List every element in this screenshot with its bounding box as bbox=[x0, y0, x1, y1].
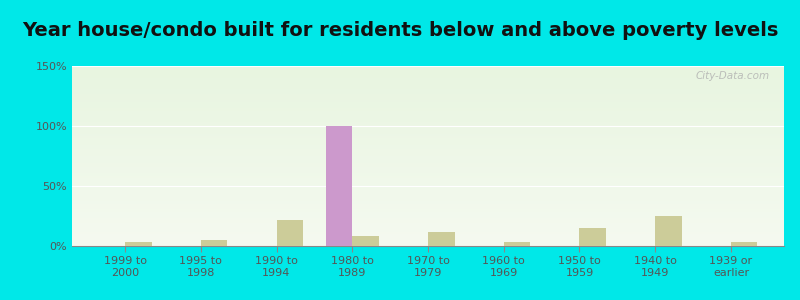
Bar bbox=[731, 242, 758, 246]
Bar bbox=[428, 232, 454, 246]
Bar bbox=[579, 228, 606, 246]
Bar bbox=[352, 236, 378, 246]
Bar bbox=[201, 240, 227, 246]
Bar bbox=[655, 216, 682, 246]
Bar bbox=[504, 242, 530, 246]
Text: City-Data.com: City-Data.com bbox=[696, 71, 770, 81]
Text: Year house/condo built for residents below and above poverty levels: Year house/condo built for residents bel… bbox=[22, 21, 778, 40]
Bar bbox=[125, 242, 151, 246]
Bar bbox=[326, 126, 352, 246]
Bar bbox=[277, 220, 303, 246]
